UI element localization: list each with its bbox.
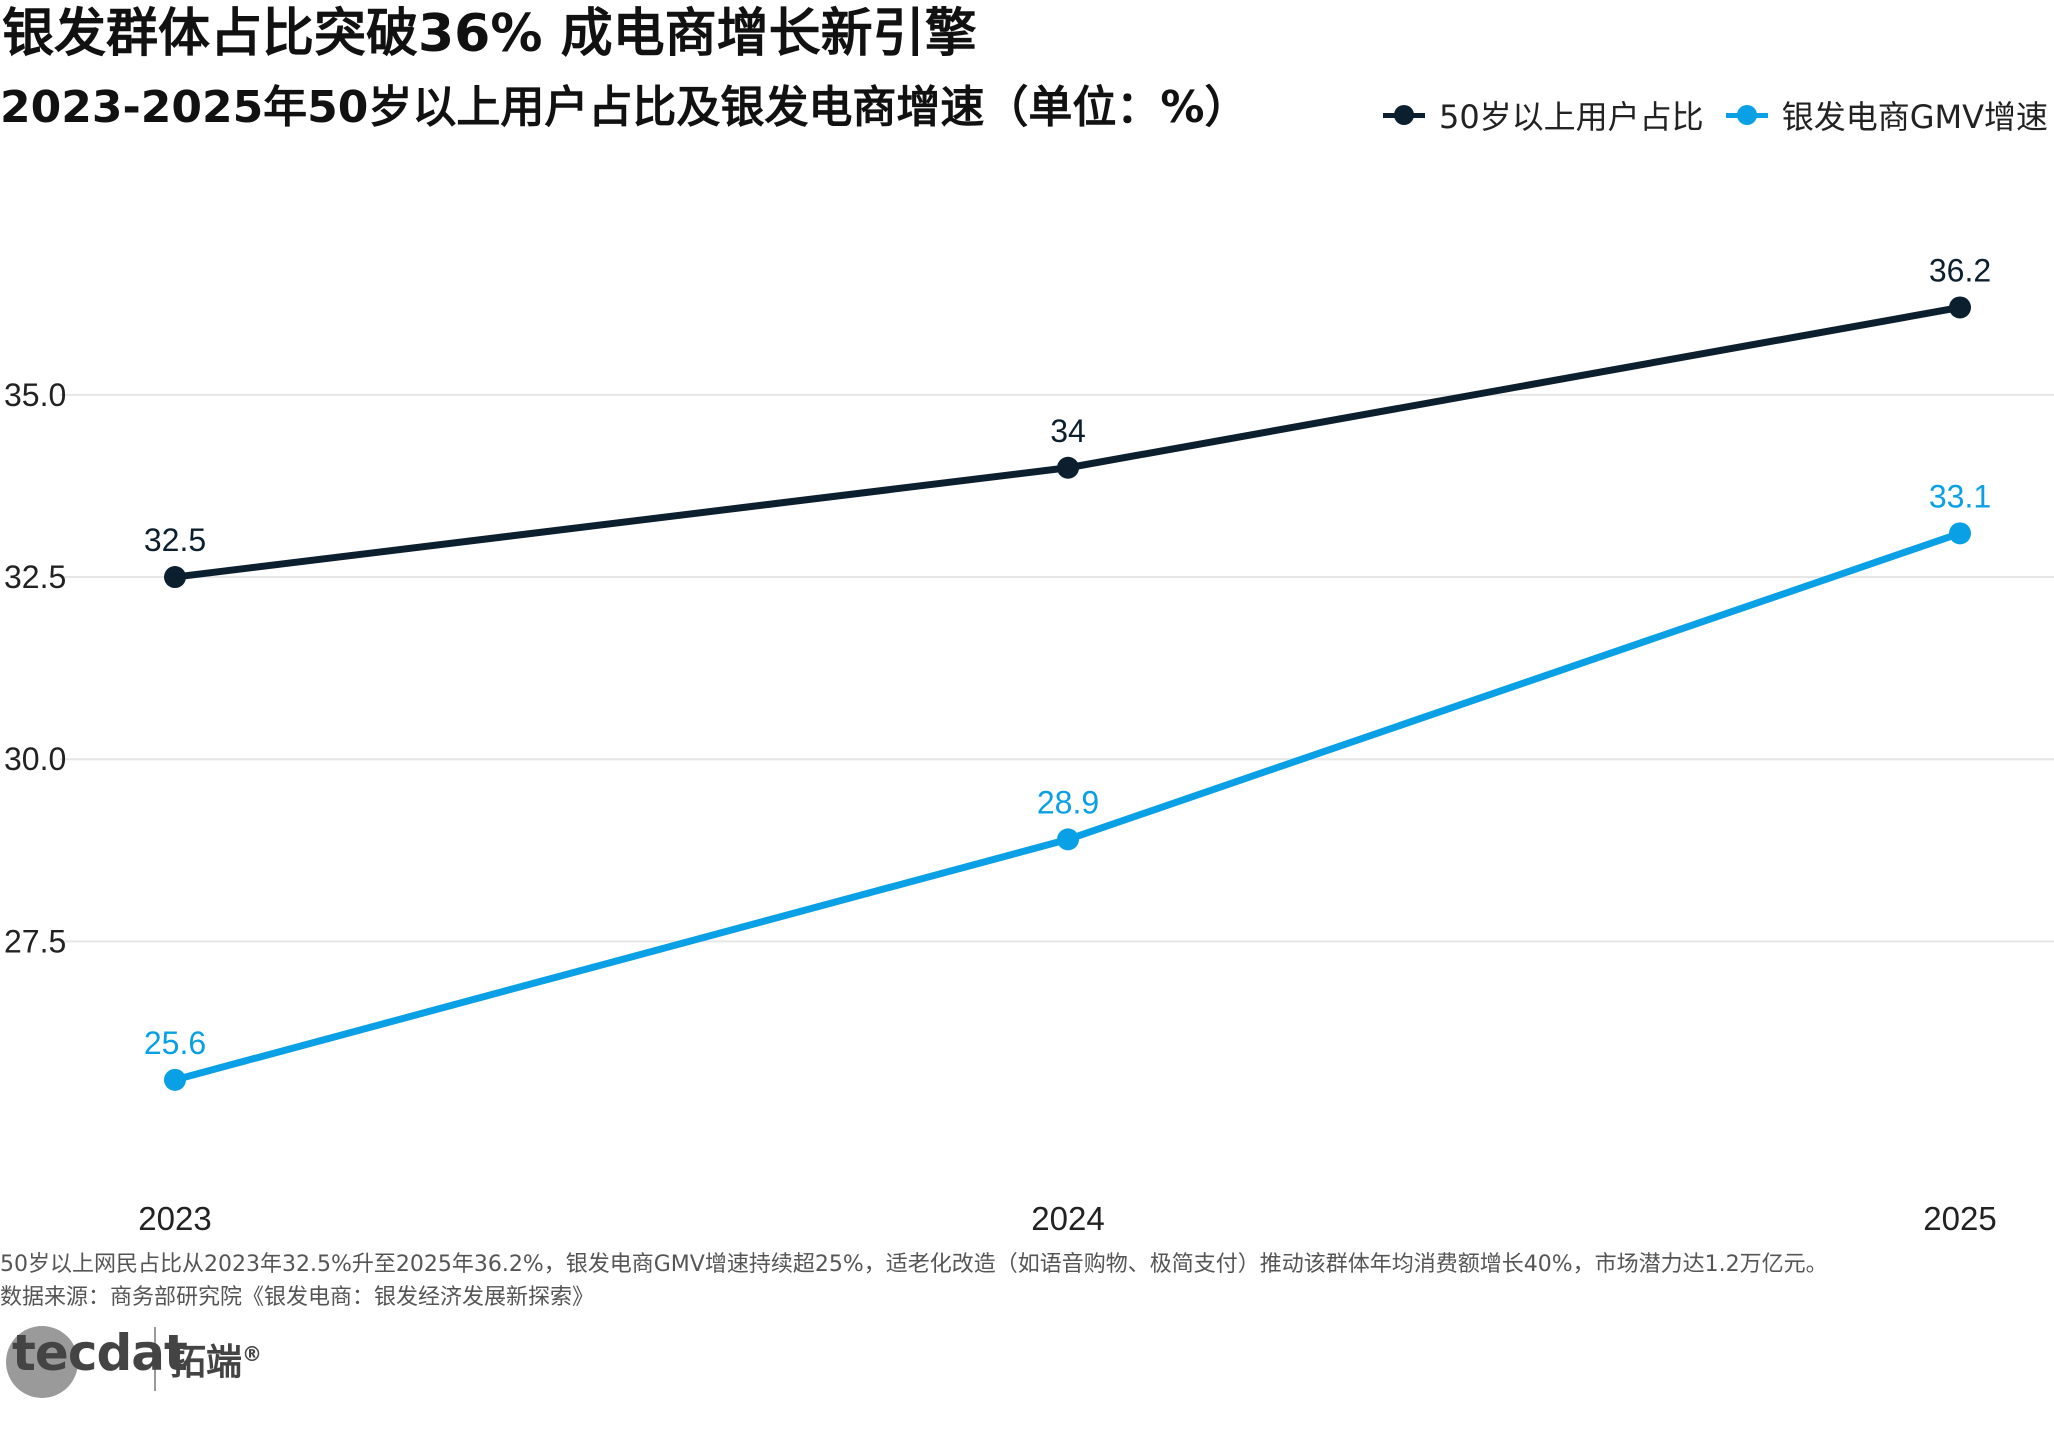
data-label: 36.2	[1929, 252, 1991, 288]
data-label: 33.1	[1929, 478, 1991, 514]
legend-key-gmv-growth	[1725, 105, 1768, 125]
y-tick-label: 35.0	[4, 377, 66, 413]
legend: 50岁以上用户占比 银发电商GMV增速	[1361, 92, 2048, 138]
x-tick-label: 2025	[1923, 1200, 1996, 1237]
legend-key-user-share	[1382, 105, 1425, 125]
x-tick-label: 2024	[1031, 1200, 1104, 1237]
legend-label-user-share: 50岁以上用户占比	[1438, 98, 1704, 136]
legend-item-gmv-growth: 银发电商GMV增速	[1725, 92, 2048, 138]
data-point	[164, 1068, 186, 1091]
data-label: 28.9	[1037, 784, 1099, 820]
legend-label-gmv-growth: 银发电商GMV增速	[1781, 98, 2048, 136]
data-label: 25.6	[144, 1025, 206, 1061]
data-point	[1057, 828, 1079, 851]
data-label: 34	[1050, 413, 1086, 449]
data-point	[1949, 296, 1971, 319]
logo-divider	[154, 1327, 156, 1391]
y-tick-label: 32.5	[4, 559, 66, 595]
data-point	[1057, 456, 1079, 479]
y-tick-label: 27.5	[4, 923, 66, 959]
legend-item-user-share: 50岁以上用户占比	[1382, 92, 1704, 138]
brand-name: 拓端®	[170, 1342, 263, 1383]
tecdat-logo-mark: tecdat	[6, 1320, 188, 1398]
data-label: 32.5	[144, 522, 206, 558]
chart-source: 数据来源：商务部研究院《银发电商：银发经济发展新探索》	[0, 1285, 595, 1310]
chart-title: 银发群体占比突破36% 成电商增长新引擎	[2, 4, 977, 64]
data-point	[1949, 522, 1971, 545]
line-chart: 27.5 30.0 32.5 35.0 2023 2024 2025 32.5 34 36.2 25…	[4, 252, 2054, 1237]
y-tick-label: 30.0	[4, 741, 66, 777]
x-tick-label: 2023	[138, 1200, 211, 1237]
chart-note: 50岁以上网民占比从2023年32.5%升至2025年36.2%，银发电商GMV…	[0, 1252, 1828, 1277]
brand-logo: tecdat 拓端®	[6, 1320, 262, 1398]
chart-subtitle: 2023-2025年50岁以上用户占比及银发电商增速（单位：%）	[0, 82, 1249, 133]
data-point	[164, 566, 186, 589]
